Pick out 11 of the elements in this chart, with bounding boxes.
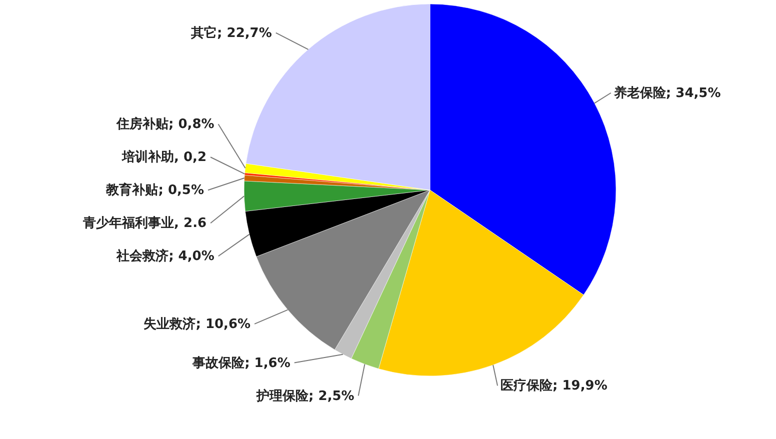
slice-label: 事故保险; 1,6% (192, 356, 290, 371)
slice-label: 养老保险; 34,5% (612, 84, 721, 101)
slice-label: 培训补助, 0,2 (121, 149, 207, 166)
slice-label: 失业救济; 10,6% (144, 316, 251, 332)
slice-label: 医疗保险; 19,9% (500, 378, 608, 394)
slice-label: 青少年福利事业, 2.6 (82, 215, 207, 232)
slice-label: 社会救济; 4,0% (116, 248, 214, 264)
slice-label: 其它; 22,7% (190, 24, 272, 41)
slice-label: 护理保险; 2,5% (256, 388, 354, 404)
slice-label: 教育补贴; 0,5% (105, 182, 204, 198)
slice-label: 住房补贴; 0,8% (116, 116, 214, 132)
